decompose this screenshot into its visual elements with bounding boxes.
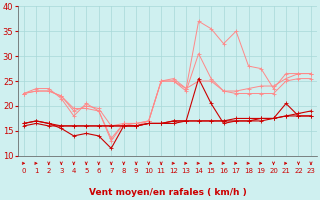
X-axis label: Vent moyen/en rafales ( km/h ): Vent moyen/en rafales ( km/h )	[89, 188, 246, 197]
